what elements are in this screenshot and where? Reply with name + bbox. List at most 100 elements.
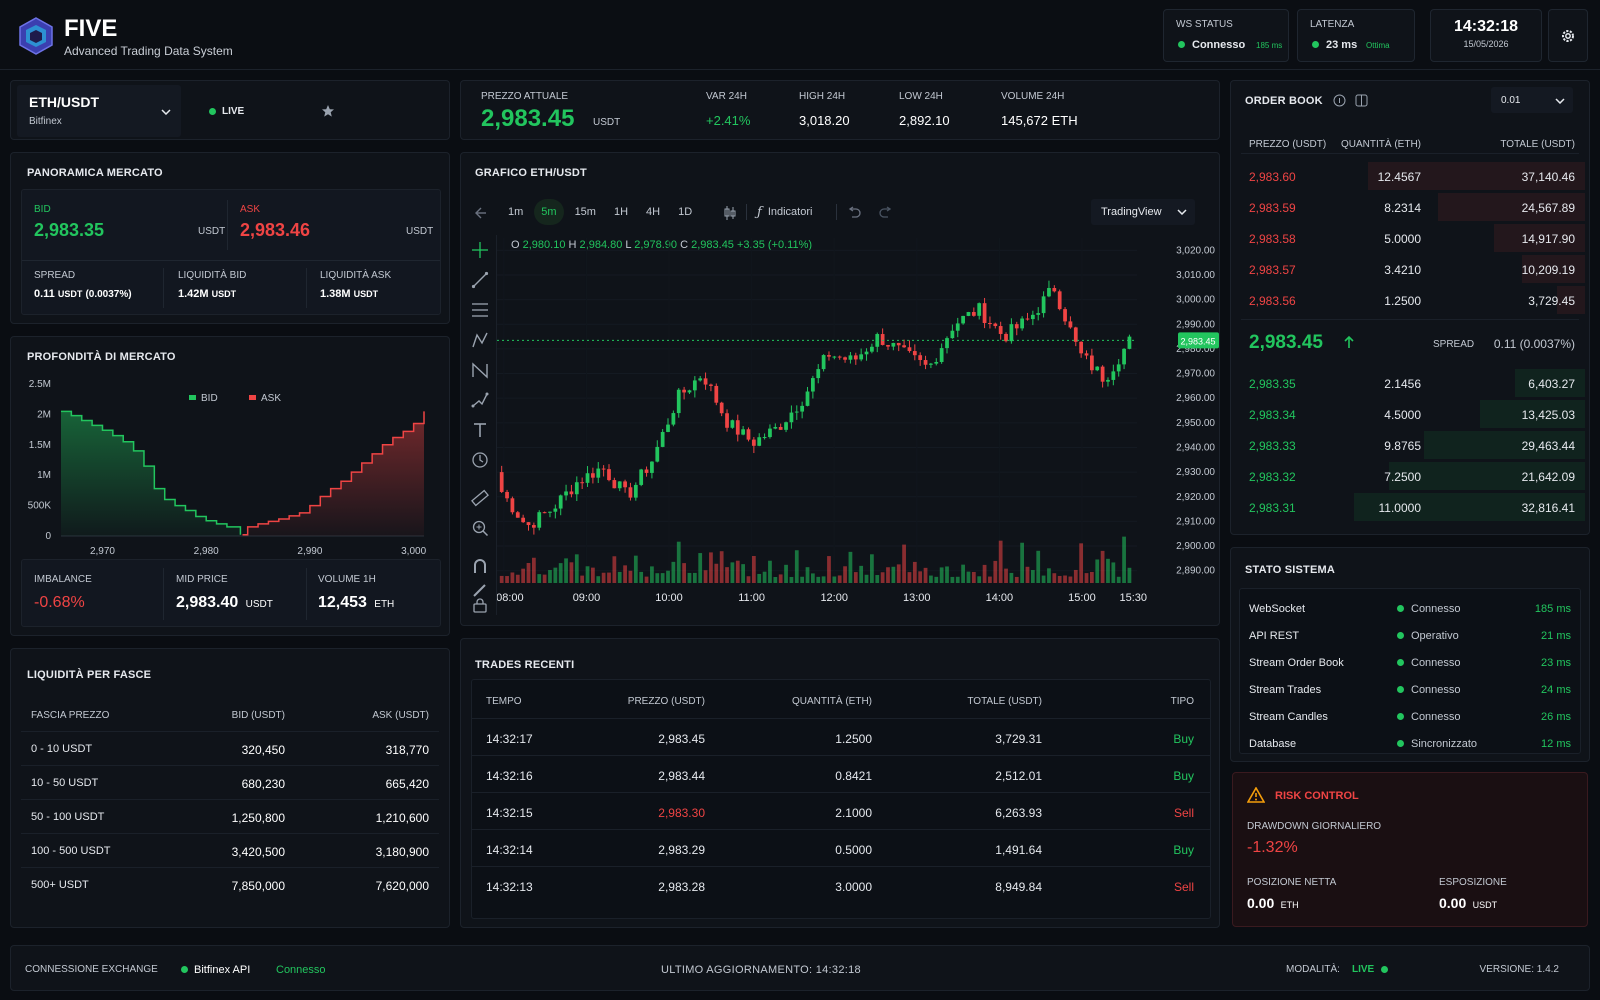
volume-bar — [848, 551, 853, 583]
trade-row[interactable]: 14:32:14 2,983.29 0.5000 1,491.64 Buy — [472, 829, 1210, 866]
trade-time: 14:32:14 — [486, 843, 533, 857]
trade-row[interactable]: 14:32:17 2,983.45 1.2500 3,729.31 Buy — [472, 718, 1210, 755]
volume-bar — [515, 574, 520, 583]
clock-time: 14:32:18 — [1453, 18, 1519, 35]
live-dot — [209, 108, 216, 115]
zoom-icon[interactable] — [471, 519, 489, 537]
grid-icon[interactable] — [1355, 94, 1368, 107]
volume-bar — [709, 552, 713, 583]
provider-select[interactable]: TradingView — [1091, 199, 1195, 225]
magnet-icon[interactable] — [471, 557, 489, 575]
tab-timeframe-1D[interactable]: 1D — [678, 206, 693, 218]
fib-icon[interactable] — [471, 301, 489, 319]
exposure-line: 0.00 USDT — [1439, 895, 1497, 911]
vol1h-value: 12,453 — [318, 594, 367, 611]
trade-row[interactable]: 14:32:15 2,983.30 2.1000 6,263.93 Sell — [472, 792, 1210, 829]
orderbook-row[interactable]: 2,983.35 2.1456 6,403.27 — [1235, 368, 1585, 398]
volume-bar — [762, 571, 767, 583]
candle-body — [687, 390, 692, 393]
imbalance-label: IMBALANCE — [34, 574, 92, 585]
candle-body — [531, 525, 536, 528]
volume-bar — [1036, 550, 1041, 583]
orderbook-row[interactable]: 2,983.59 8.2314 24,567.89 — [1235, 192, 1585, 222]
liq-ask: 3,180,900 — [375, 845, 429, 859]
volume-bar — [585, 566, 590, 583]
candle-body — [880, 334, 885, 345]
orderbook-row[interactable]: 2,983.60 12.4567 37,140.46 — [1235, 161, 1585, 191]
price-axis-tick: 3,000.00 — [1176, 295, 1215, 306]
pencil-icon[interactable] — [471, 581, 489, 599]
text-icon[interactable] — [471, 421, 489, 439]
indicators-button[interactable]: ƒ Indicatori — [757, 199, 812, 225]
divider — [1241, 153, 1579, 154]
status-dot — [1397, 740, 1404, 747]
crosshair-icon[interactable] — [471, 241, 489, 259]
orderbook-row[interactable]: 2,983.58 5.0000 14,917.90 — [1235, 223, 1585, 253]
candle-body — [1020, 318, 1025, 329]
volume-bar — [902, 544, 906, 583]
volume-bar — [682, 563, 686, 583]
depth-y-tick: 1M — [37, 470, 51, 481]
candle-body — [1095, 366, 1100, 371]
trade-row[interactable]: 14:32:13 2,983.28 3.0000 8,949.84 Sell — [472, 866, 1210, 903]
ob-total: 24,567.89 — [1521, 201, 1575, 215]
candle-body — [945, 338, 949, 349]
pair-selector[interactable]: ETH/USDT Bitfinex — [17, 85, 181, 137]
candle-body — [633, 484, 638, 498]
time-axis-tick: 13:00 — [903, 592, 931, 604]
ob-spread-label: SPREAD — [1433, 339, 1475, 350]
footer-api-dot — [181, 966, 188, 973]
orderbook-row[interactable]: 2,983.33 9.8765 29,463.44 — [1235, 430, 1585, 460]
depth-y-tick: 0 — [45, 531, 51, 542]
lock-icon[interactable] — [471, 597, 489, 613]
volume-bar — [666, 570, 670, 583]
candle-type-icon[interactable] — [723, 205, 737, 221]
orderbook-row[interactable]: 2,983.34 4.5000 13,425.03 — [1235, 399, 1585, 429]
clock-icon[interactable] — [471, 451, 489, 469]
trade-row[interactable]: 14:32:16 2,983.44 0.8421 2,512.01 Buy — [472, 755, 1210, 792]
liq-ask-value: 1.38M — [320, 288, 351, 300]
collapse-icon[interactable] — [473, 207, 487, 219]
orderbook-row[interactable]: 2,983.31 11.0000 32,816.41 — [1235, 492, 1585, 522]
orderbook-row[interactable]: 2,983.32 7.2500 21,642.09 — [1235, 461, 1585, 491]
tab-timeframe-4H[interactable]: 4H — [646, 206, 661, 218]
liquidity-panel: LIQUIDITÀ PER FASCE FASCIA PREZZO BID (U… — [10, 648, 450, 928]
tab-timeframe-1m[interactable]: 1m — [508, 206, 524, 218]
trades-title: TRADES RECENTI — [475, 659, 575, 671]
status-dot — [1397, 632, 1404, 639]
pattern-icon[interactable] — [471, 331, 489, 349]
price-axis-tick: 2,960.00 — [1176, 393, 1215, 404]
ruler-icon[interactable] — [471, 489, 489, 507]
projection-icon[interactable] — [471, 391, 489, 409]
liq-band: 100 - 500 USDT — [31, 845, 111, 857]
precision-select[interactable]: 0.01 — [1491, 87, 1573, 113]
orderbook-row[interactable]: 2,983.56 1.2500 3,729.45 — [1235, 285, 1585, 315]
candle-body — [612, 480, 617, 489]
candle-body — [1025, 318, 1030, 320]
tab-timeframe-1H[interactable]: 1H — [613, 206, 629, 218]
redo-icon[interactable] — [879, 206, 893, 218]
star-icon[interactable] — [321, 104, 335, 118]
volume-bar — [950, 576, 955, 583]
footer-mode-label: MODALITÀ: — [1286, 964, 1340, 975]
info-icon[interactable] — [1333, 94, 1346, 107]
legend-bid: BID — [201, 393, 218, 404]
candlestick-chart[interactable]: 3,020.00 3,010.00 3,000.00 2,990.00 2,980.00… — [497, 233, 1219, 623]
undo-icon[interactable] — [847, 206, 861, 218]
trendline-icon[interactable] — [471, 271, 489, 289]
settings-button[interactable] — [1548, 9, 1588, 62]
candle-body — [768, 428, 772, 438]
position-value: 0.00 — [1247, 895, 1275, 911]
tab-timeframe-5m[interactable]: 5m — [534, 199, 564, 225]
orderbook-row[interactable]: 2,983.57 3.4210 10,209.19 — [1235, 254, 1585, 284]
candle-body — [955, 323, 960, 331]
xabcd-icon[interactable] — [471, 361, 489, 379]
system-service: WebSocket — [1249, 603, 1306, 615]
ask-value: 2,983.46 — [240, 220, 311, 240]
system-latency: 26 ms — [1541, 711, 1571, 723]
latency-dot — [1312, 41, 1319, 48]
candle-body — [923, 360, 928, 365]
depth-bid-area — [61, 411, 241, 536]
ob-qty: 4.5000 — [1384, 408, 1421, 422]
tab-timeframe-15m[interactable]: 15m — [574, 206, 596, 218]
